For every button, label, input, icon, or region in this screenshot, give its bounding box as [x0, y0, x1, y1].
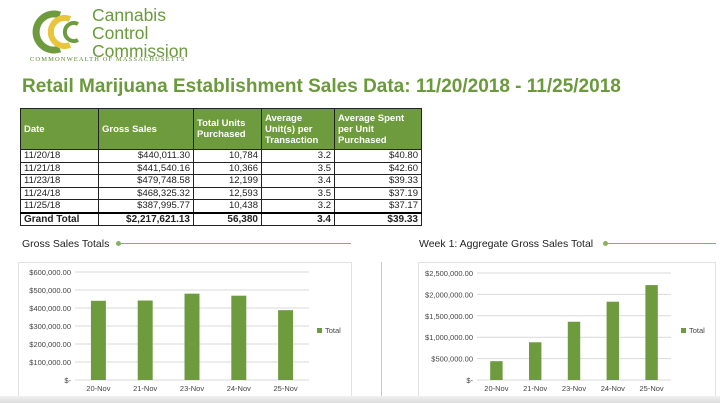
column-header: Average Unit(s) per Transaction	[261, 108, 335, 150]
legend-label: Total	[689, 326, 705, 335]
table-cell: $468,325.32	[98, 186, 194, 200]
bar	[567, 321, 581, 380]
y-tick-label: $2,500,000.00	[425, 269, 473, 278]
logo-line: Commission	[92, 41, 189, 61]
table-cell: 12,593	[193, 186, 262, 200]
table-cell: $40.80	[334, 149, 422, 163]
table-cell: 56,380	[193, 211, 262, 226]
logo-line: Control	[92, 23, 149, 43]
table-cell: 11/25/18	[20, 199, 99, 213]
table-cell: $42.60	[334, 161, 422, 175]
bar	[231, 295, 247, 380]
column-header: Date	[20, 108, 99, 150]
table-cell: 3.4	[261, 211, 335, 226]
table-cell: $39.33	[334, 174, 422, 188]
logo-line: Cannabis	[92, 5, 166, 25]
bar	[278, 310, 294, 380]
aggregate-sales-chart-svg: $- $500,000.00 $1,000,000.00 $1,500,000.00 $…	[425, 269, 705, 393]
y-tick-label: $300,000.00	[29, 322, 71, 331]
table-cell: 11/23/18	[20, 174, 99, 188]
legend-swatch	[681, 328, 686, 333]
table-row: 11/20/18 $440,011.30 10,784 3.2 $40.80	[20, 149, 422, 163]
heading-dot-icon	[603, 241, 608, 246]
table-cell: 10,366	[193, 161, 262, 175]
y-tick-label: $-	[64, 376, 71, 385]
y-tick-label: $500,000.00	[29, 286, 71, 295]
gross-sales-chart: $- $100,000.00 $200,000.00 $300,000.00 $400,…	[18, 262, 352, 397]
table-cell: 3.5	[261, 161, 335, 175]
table-row: 11/24/18 $468,325.32 12,593 3.5 $37.19	[20, 186, 422, 200]
table-cell: 3.5	[261, 186, 335, 200]
column-header: Average Spent per Unit Purchased	[334, 108, 422, 150]
table-row: 11/25/18 $387,995.77 10,438 3.2 $37.17	[20, 199, 422, 213]
column-header: Total Units Purchased	[193, 108, 262, 150]
y-tick-label: $400,000.00	[29, 304, 71, 313]
table-row: 11/21/18 $441,540.16 10,366 3.5 $42.60	[20, 161, 422, 175]
x-tick-label: 23-Nov	[180, 384, 204, 393]
y-tick-label: $200,000.00	[29, 340, 71, 349]
table-cell: $479,748.58	[98, 174, 194, 188]
bar	[606, 301, 620, 380]
bar	[645, 285, 658, 380]
bar	[90, 300, 106, 380]
y-tick-label: $1,500,000.00	[425, 312, 473, 321]
y-tick-label: $1,000,000.00	[425, 333, 473, 342]
table-total-row: Grand Total $2,217,621.13 56,380 3.4 $39…	[20, 211, 422, 226]
section-divider	[381, 262, 382, 396]
table-cell: $39.33	[334, 211, 422, 226]
aggregate-sales-chart: $- $500,000.00 $1,000,000.00 $1,500,000.00 $…	[418, 262, 716, 397]
legend-swatch	[317, 328, 322, 333]
table-cell: 12,199	[193, 174, 262, 188]
table-cell: 3.4	[261, 174, 335, 188]
heading-rule	[608, 243, 716, 244]
column-header: Gross Sales	[98, 108, 194, 150]
table-cell: $440,011.30	[98, 149, 194, 163]
y-tick-label: $600,000.00	[29, 268, 71, 277]
table-cell: 10,438	[193, 199, 262, 213]
x-tick-label: 24-Nov	[601, 384, 625, 393]
x-tick-label: 20-Nov	[484, 384, 508, 393]
y-tick-label: $-	[466, 376, 473, 385]
logo-subline: COMMONWEALTH OF MASSACHUSETTS	[30, 56, 186, 63]
heading-rule	[121, 243, 351, 244]
chart-title-aggregate: Week 1: Aggregate Gross Sales Total	[419, 238, 594, 250]
page-title: Retail Marijuana Establishment Sales Dat…	[22, 76, 621, 97]
table-cell: $37.17	[334, 199, 422, 213]
table-cell: 3.2	[261, 199, 335, 213]
x-tick-label: 25-Nov	[640, 384, 664, 393]
heading-dot-icon	[116, 241, 121, 246]
x-tick-label: 21-Nov	[523, 384, 547, 393]
logo-wordmark: Cannabis Control Commission	[92, 6, 188, 60]
x-tick-label: 20-Nov	[86, 384, 110, 393]
table-cell: $37.19	[334, 186, 422, 200]
table-cell: Grand Total	[20, 211, 99, 226]
table-header-row: Date Gross Sales Total Units Purchased A…	[20, 108, 422, 150]
legend-label: Total	[325, 326, 341, 335]
table-cell: 11/20/18	[20, 149, 99, 163]
y-tick-label: $100,000.00	[29, 358, 71, 367]
chart-title-gross-sales: Gross Sales Totals	[22, 238, 110, 250]
table-cell: $2,217,621.13	[98, 211, 194, 226]
table-cell: 10,784	[193, 149, 262, 163]
x-tick-label: 25-Nov	[274, 384, 298, 393]
bar	[137, 300, 153, 380]
table-cell: 11/24/18	[20, 186, 99, 200]
bar	[490, 361, 503, 380]
x-tick-label: 21-Nov	[133, 384, 157, 393]
x-tick-label: 23-Nov	[562, 384, 586, 393]
table-cell: 3.2	[261, 149, 335, 163]
sales-table: Date Gross Sales Total Units Purchased A…	[20, 108, 422, 226]
page-bottom-edge	[0, 396, 720, 403]
table-cell: $441,540.16	[98, 161, 194, 175]
bar	[528, 342, 542, 380]
table-cell: 11/21/18	[20, 161, 99, 175]
y-tick-label: $2,000,000.00	[425, 290, 473, 299]
x-tick-label: 24-Nov	[227, 384, 251, 393]
commission-logo-icon	[30, 9, 88, 55]
table-cell: $387,995.77	[98, 199, 194, 213]
gross-sales-chart-svg: $- $100,000.00 $200,000.00 $300,000.00 $400,…	[29, 268, 341, 393]
table-row: 11/23/18 $479,748.58 12,199 3.4 $39.33	[20, 174, 422, 188]
bar	[184, 293, 200, 380]
y-tick-label: $500,000.00	[431, 355, 473, 364]
